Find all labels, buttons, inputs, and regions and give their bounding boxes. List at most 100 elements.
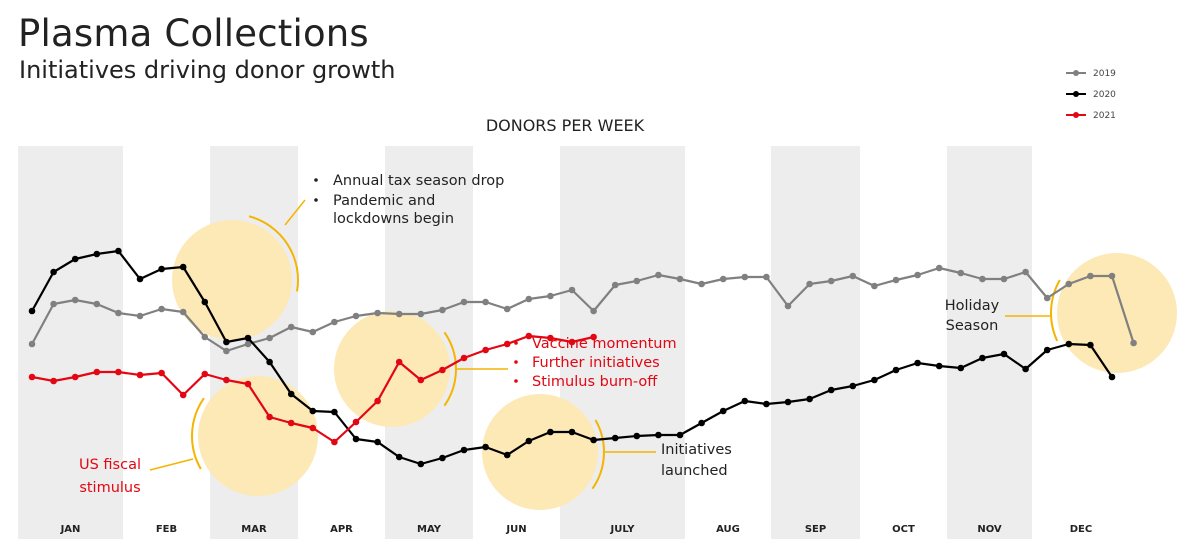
month-band — [771, 146, 860, 539]
series-2021 — [28, 332, 597, 446]
data-point — [525, 437, 533, 445]
data-point — [849, 382, 857, 390]
annotation-tax-line2: Pandemic and — [333, 193, 435, 209]
annotation-vaccine-line: Further initiatives — [532, 355, 660, 371]
data-point — [244, 340, 252, 348]
data-point — [115, 247, 122, 255]
month-band — [947, 146, 1032, 539]
data-point — [503, 451, 511, 459]
data-point — [136, 371, 144, 379]
data-point — [244, 380, 252, 388]
series-group — [28, 247, 1137, 468]
data-point — [698, 419, 705, 427]
data-point — [93, 300, 101, 308]
data-point — [395, 453, 403, 461]
highlight-arc — [1050, 279, 1061, 342]
data-point — [158, 369, 165, 377]
data-point — [806, 395, 813, 403]
data-point — [439, 306, 446, 314]
data-point — [611, 434, 619, 442]
data-point — [1108, 272, 1116, 280]
data-point — [50, 300, 57, 308]
data-point — [71, 255, 79, 263]
data-point — [93, 250, 101, 258]
data-point — [158, 265, 165, 273]
series-2020 — [28, 247, 1116, 468]
x-tick-label: JUN — [505, 524, 526, 535]
data-point — [352, 418, 360, 426]
data-point — [352, 435, 360, 443]
data-point — [223, 338, 230, 346]
data-point — [741, 397, 749, 405]
connector-stimulus — [149, 458, 194, 471]
data-point — [223, 376, 230, 384]
data-point — [957, 269, 965, 277]
annotation-connectors — [149, 199, 1050, 471]
data-point — [784, 398, 792, 406]
data-point — [482, 346, 489, 354]
data-point — [93, 368, 101, 376]
data-point — [892, 276, 900, 284]
x-tick-label: DEC — [1070, 524, 1092, 535]
annotation-stimulus-line2: stimulus — [79, 480, 140, 496]
data-point — [547, 334, 554, 342]
data-point — [1022, 365, 1029, 373]
data-point — [439, 366, 446, 374]
data-point — [633, 432, 641, 440]
data-point — [892, 366, 900, 374]
data-point — [482, 298, 489, 306]
data-point — [547, 428, 554, 436]
annotation-bullet — [514, 360, 518, 364]
x-tick-label: APR — [330, 524, 353, 535]
page-subtitle: Initiatives driving donor growth — [19, 56, 396, 84]
data-point — [179, 391, 187, 399]
data-point — [1130, 339, 1137, 347]
data-point — [979, 275, 986, 283]
x-tick-label: FEB — [156, 524, 177, 535]
data-point — [71, 373, 79, 381]
legend-marker — [1073, 70, 1079, 76]
data-point — [525, 295, 533, 303]
legend-label: 2019 — [1093, 69, 1116, 79]
x-tick-label: SEP — [805, 524, 826, 535]
data-point — [417, 460, 425, 468]
x-tick-label: MAY — [417, 524, 442, 535]
highlight-arc — [591, 419, 605, 490]
data-point — [719, 407, 727, 415]
connector-tax — [284, 199, 306, 226]
highlight-arc — [248, 215, 299, 292]
data-point — [460, 298, 468, 306]
highlight-circle — [198, 376, 318, 496]
data-point — [935, 362, 943, 370]
data-point — [741, 273, 749, 281]
data-point — [568, 286, 576, 294]
data-point — [136, 275, 144, 283]
month-band — [18, 146, 123, 539]
data-point — [503, 305, 511, 313]
data-point — [266, 358, 273, 366]
annotation-bullet — [514, 379, 518, 383]
x-tick-label: JAN — [60, 524, 81, 535]
data-point — [525, 332, 533, 340]
data-point — [590, 333, 597, 341]
data-point — [374, 438, 381, 446]
series-line — [31, 266, 1135, 353]
data-point — [676, 275, 684, 283]
data-point — [28, 373, 36, 381]
data-point — [1000, 275, 1008, 283]
legend-marker — [1073, 91, 1079, 97]
data-point — [806, 280, 813, 288]
data-point — [331, 318, 338, 326]
data-point — [331, 408, 338, 416]
data-point — [417, 310, 425, 318]
data-point — [309, 328, 317, 336]
annotation-stimulus-line1: US fiscal — [79, 457, 141, 473]
annotation-bullet — [314, 178, 318, 182]
data-point — [50, 268, 57, 276]
data-point — [179, 263, 187, 271]
data-point — [395, 358, 403, 366]
data-point — [568, 428, 576, 436]
data-point — [460, 354, 468, 362]
data-point — [115, 309, 122, 317]
x-tick-label: MAR — [241, 524, 267, 535]
